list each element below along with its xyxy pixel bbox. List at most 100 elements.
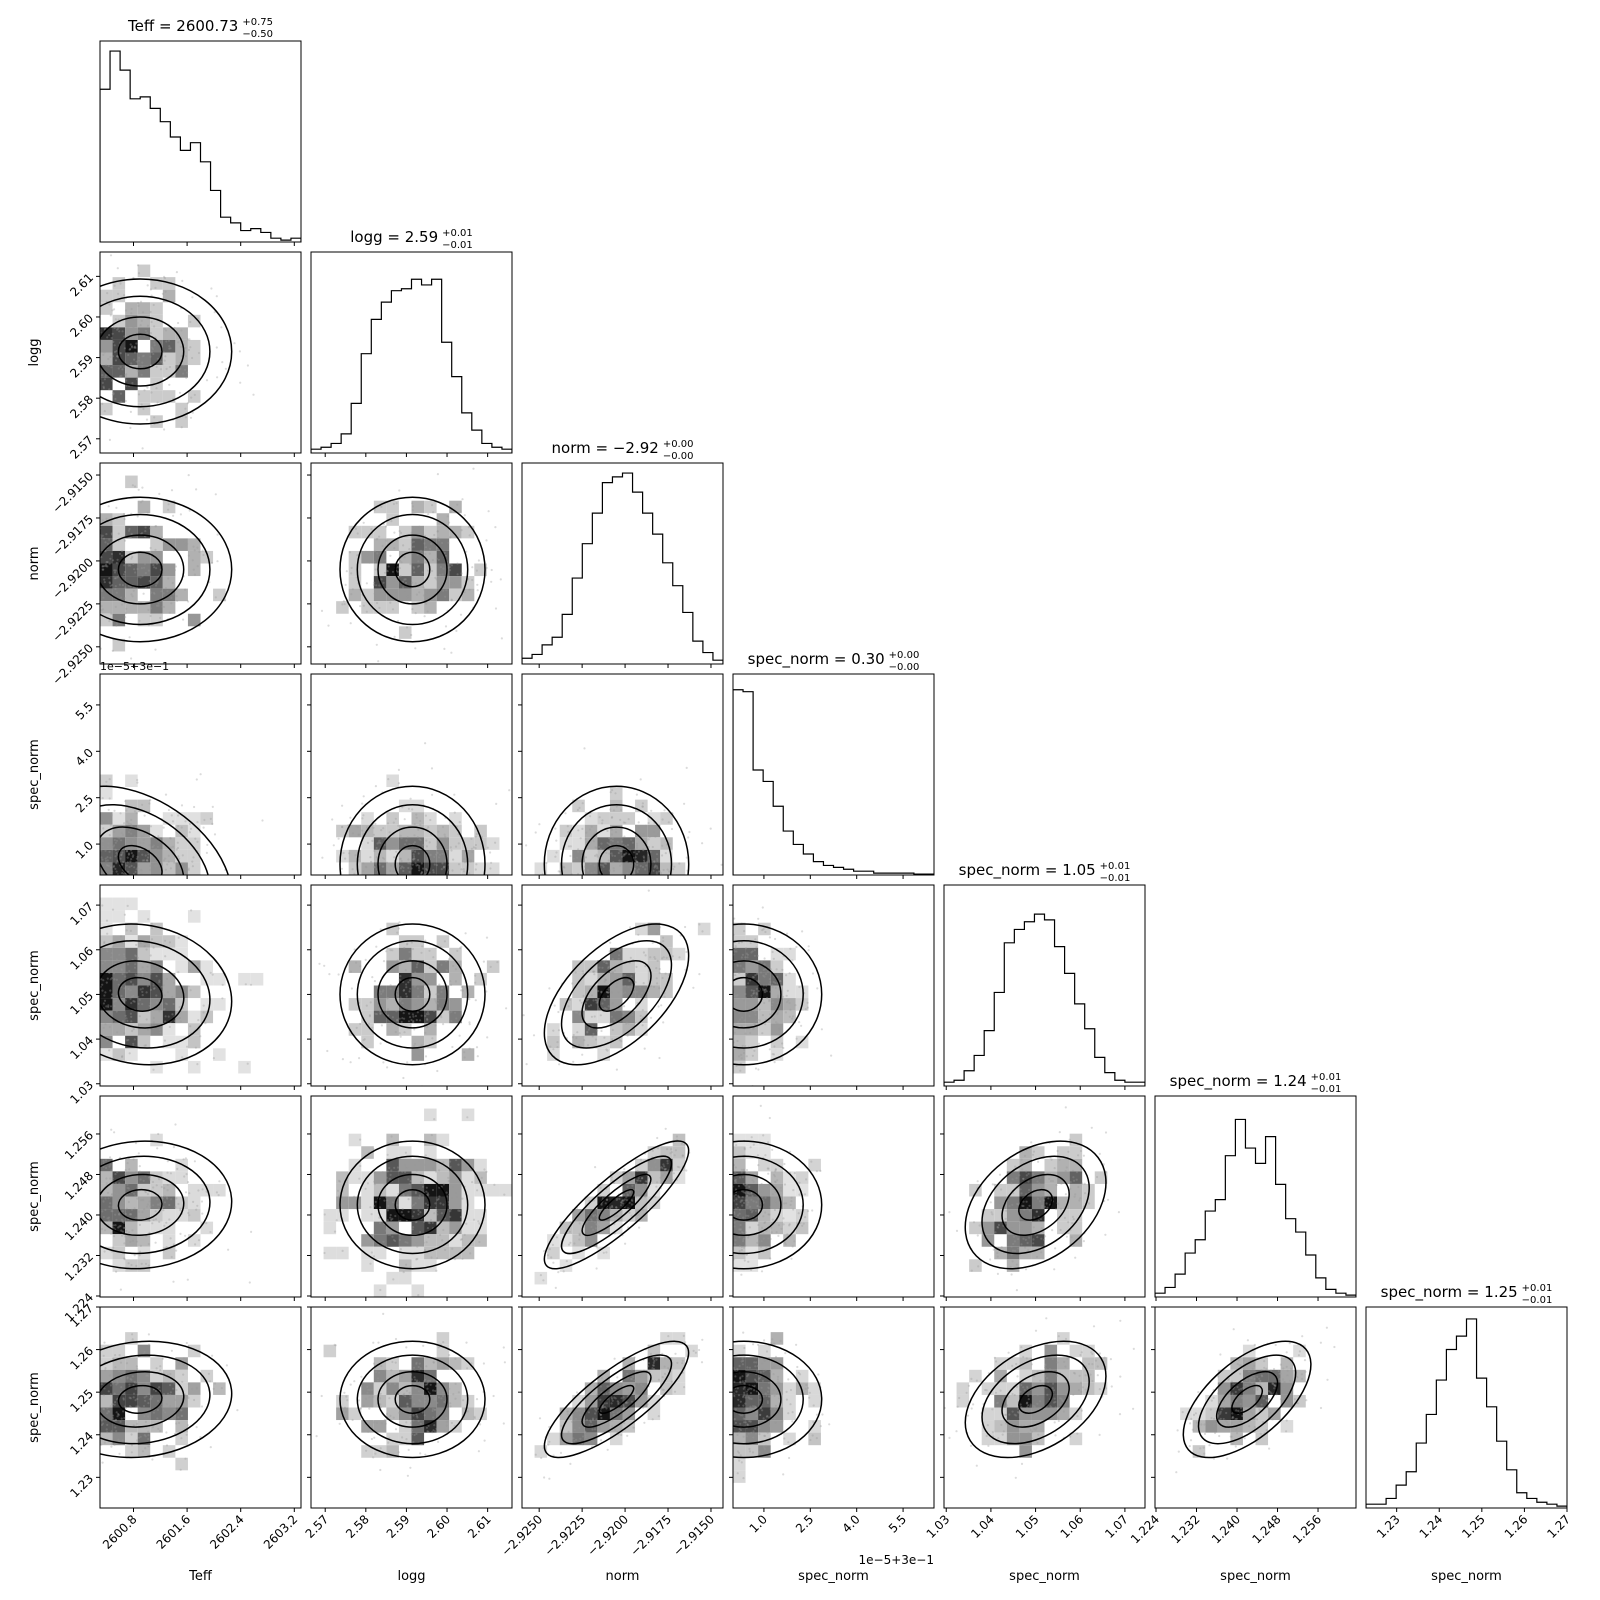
sample-point <box>744 1231 747 1234</box>
sample-point <box>548 1248 551 1251</box>
sample-point <box>605 991 608 994</box>
title-main-3: spec_norm = 0.30 <box>748 650 885 669</box>
sample-point <box>453 1258 457 1261</box>
sample-point <box>639 986 642 989</box>
sample-point <box>741 1231 744 1234</box>
sample-point <box>205 851 208 854</box>
sample-point <box>648 835 651 838</box>
sample-point <box>261 819 264 822</box>
sample-point <box>124 1212 128 1216</box>
sample-point <box>386 1170 389 1173</box>
sample-point <box>115 862 118 865</box>
sample-point <box>137 393 141 396</box>
sample-point <box>103 351 106 354</box>
sample-point <box>137 867 140 870</box>
sample-point <box>389 601 392 604</box>
sample-point <box>425 867 428 871</box>
contour-level-2 <box>100 940 211 1049</box>
sample-point <box>144 329 147 332</box>
sample-point <box>440 990 443 993</box>
panel-frame <box>521 673 724 876</box>
sample-point <box>114 587 117 591</box>
sample-point <box>734 1239 737 1242</box>
sample-point <box>102 1165 105 1168</box>
sample-point <box>195 488 198 491</box>
sample-point <box>412 1054 415 1057</box>
sample-point <box>452 1231 455 1234</box>
sample-point <box>444 595 447 598</box>
contour-level-3 <box>543 923 690 1066</box>
sample-point <box>527 810 529 812</box>
title-plus-4: +0.01 <box>1100 861 1131 872</box>
sample-point <box>804 1216 807 1219</box>
sample-point <box>639 778 642 781</box>
sample-point <box>477 1220 480 1223</box>
sample-point <box>764 1221 767 1224</box>
sample-point <box>249 983 253 986</box>
sample-point <box>399 857 402 860</box>
sample-point <box>101 797 104 800</box>
sample-point <box>651 1149 654 1152</box>
sample-point <box>436 1198 439 1201</box>
sample-point <box>746 1000 749 1003</box>
sample-point <box>578 1012 582 1015</box>
sample-point <box>450 1019 453 1023</box>
sample-point <box>110 1193 114 1196</box>
sample-point <box>120 1229 123 1232</box>
sample-point <box>417 1055 420 1058</box>
sample-point <box>130 1015 133 1018</box>
density-cell <box>424 601 437 614</box>
sample-point <box>733 950 736 953</box>
sample-point <box>427 979 430 982</box>
sample-point <box>114 585 117 588</box>
sample-point <box>402 1076 405 1080</box>
density-cell <box>436 960 450 973</box>
sample-point <box>785 1001 789 1004</box>
sample-point <box>201 1188 204 1191</box>
sample-point <box>431 569 434 573</box>
sample-point <box>584 1002 587 1005</box>
sample-point <box>733 1225 736 1228</box>
sample-point <box>400 998 403 1001</box>
sample-point <box>609 791 612 794</box>
sample-point <box>169 867 172 870</box>
sample-point <box>815 1170 818 1173</box>
sample-point <box>407 807 410 810</box>
sample-point <box>654 1160 657 1163</box>
sample-point <box>767 1237 770 1240</box>
density-cell <box>100 1221 113 1235</box>
sample-point <box>762 928 765 931</box>
sample-point <box>665 956 668 959</box>
sample-point <box>149 954 152 957</box>
sample-point <box>635 1181 638 1185</box>
sample-point <box>1037 1160 1040 1163</box>
sample-point <box>123 1257 126 1260</box>
sample-point <box>486 846 489 849</box>
sample-point <box>736 1214 740 1217</box>
sample-point <box>419 819 422 823</box>
density-cell <box>187 1183 201 1197</box>
sample-point <box>659 872 662 875</box>
sample-point <box>622 1193 625 1196</box>
density-cell <box>386 1023 399 1036</box>
sample-point <box>629 849 632 852</box>
sample-point <box>774 1168 777 1172</box>
sample-point <box>418 998 421 1002</box>
sample-point <box>647 1177 650 1180</box>
sample-point <box>412 567 415 570</box>
sample-point <box>157 840 160 843</box>
sample-point <box>427 1236 430 1239</box>
sample-point <box>426 569 430 572</box>
sample-point <box>414 1221 417 1224</box>
sample-point <box>129 823 132 826</box>
sample-point <box>422 867 425 870</box>
sample-point <box>639 832 642 835</box>
sample-point <box>683 1143 686 1146</box>
sample-point <box>373 592 376 595</box>
sample-point <box>148 1219 151 1222</box>
sample-point <box>737 1194 740 1197</box>
density-cell <box>474 1171 487 1184</box>
sample-point <box>629 868 633 871</box>
sample-point <box>364 958 367 961</box>
sample-point <box>111 908 115 911</box>
